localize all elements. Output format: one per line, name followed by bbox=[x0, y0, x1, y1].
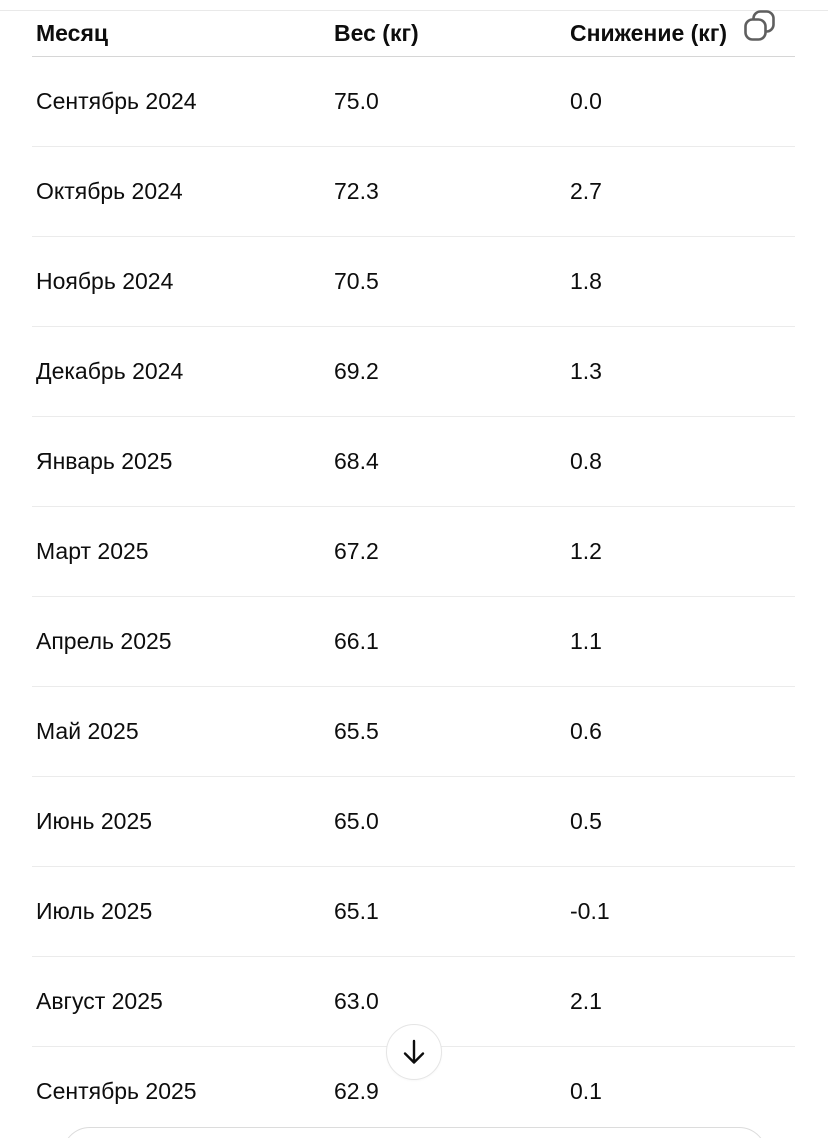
month-cell: Сентябрь 2024 bbox=[36, 87, 197, 114]
column-header-weight: Вес (кг) bbox=[334, 19, 419, 46]
month-cell: Апрель 2025 bbox=[36, 627, 172, 654]
month-cell: Декабрь 2024 bbox=[36, 357, 184, 384]
table-row: Март 2025 67.2 1.2 bbox=[32, 507, 795, 597]
table-header-row: Месяц Вес (кг) Снижение (кг) bbox=[32, 11, 795, 57]
loss-cell: 2.1 bbox=[570, 987, 602, 1014]
table-row: Декабрь 2024 69.2 1.3 bbox=[32, 327, 795, 417]
arrow-down-icon bbox=[397, 1035, 431, 1069]
table-row: Сентябрь 2024 75.0 0.0 bbox=[32, 57, 795, 147]
weight-cell: 65.1 bbox=[334, 897, 379, 924]
loss-cell: 0.1 bbox=[570, 1078, 602, 1105]
month-cell: Ноябрь 2024 bbox=[36, 267, 174, 294]
weight-cell: 75.0 bbox=[334, 87, 379, 114]
month-cell: Июнь 2025 bbox=[36, 807, 153, 834]
weight-cell: 67.2 bbox=[334, 537, 379, 564]
loss-cell: 1.2 bbox=[570, 537, 602, 564]
weight-cell: 69.2 bbox=[334, 357, 379, 384]
scroll-to-bottom-button[interactable] bbox=[386, 1024, 442, 1080]
weight-cell: 63.0 bbox=[334, 987, 379, 1014]
loss-cell: 1.1 bbox=[570, 627, 602, 654]
copy-icon bbox=[740, 6, 780, 46]
chat-composer-input[interactable] bbox=[62, 1127, 767, 1138]
table-row: Октябрь 2024 72.3 2.7 bbox=[32, 147, 795, 237]
loss-cell: 0.0 bbox=[570, 87, 602, 114]
column-header-month: Месяц bbox=[36, 19, 108, 46]
table-row: Сентябрь 2025 62.9 0.1 bbox=[32, 1047, 795, 1137]
month-cell: Сентябрь 2025 bbox=[36, 1078, 197, 1105]
month-cell: Май 2025 bbox=[36, 717, 139, 744]
loss-cell: 2.7 bbox=[570, 177, 602, 204]
column-header-loss: Снижение (кг) bbox=[570, 19, 728, 46]
table-row: Май 2025 65.5 0.6 bbox=[32, 687, 795, 777]
weight-cell: 62.9 bbox=[334, 1078, 379, 1105]
weight-cell: 68.4 bbox=[334, 447, 379, 474]
table-row: Июнь 2025 65.0 0.5 bbox=[32, 777, 795, 867]
loss-cell: 0.6 bbox=[570, 717, 602, 744]
loss-cell: 0.5 bbox=[570, 807, 602, 834]
weight-cell: 72.3 bbox=[334, 177, 379, 204]
weight-cell: 70.5 bbox=[334, 267, 379, 294]
loss-cell: 1.3 bbox=[570, 357, 602, 384]
table-row: Август 2025 63.0 2.1 bbox=[32, 957, 795, 1047]
weight-table: Месяц Вес (кг) Снижение (кг) Сентябрь 20… bbox=[32, 11, 795, 1137]
table-row: Январь 2025 68.4 0.8 bbox=[32, 417, 795, 507]
weight-cell: 65.0 bbox=[334, 807, 379, 834]
month-cell: Март 2025 bbox=[36, 537, 149, 564]
month-cell: Январь 2025 bbox=[36, 447, 173, 474]
copy-table-button[interactable] bbox=[738, 4, 782, 48]
weight-cell: 65.5 bbox=[334, 717, 379, 744]
month-cell: Октябрь 2024 bbox=[36, 177, 183, 204]
loss-cell: 1.8 bbox=[570, 267, 602, 294]
table-row: Ноябрь 2024 70.5 1.8 bbox=[32, 237, 795, 327]
loss-cell: -0.1 bbox=[570, 897, 610, 924]
table-row: Апрель 2025 66.1 1.1 bbox=[32, 597, 795, 687]
table-row: Июль 2025 65.1 -0.1 bbox=[32, 867, 795, 957]
month-cell: Август 2025 bbox=[36, 987, 163, 1014]
month-cell: Июль 2025 bbox=[36, 897, 153, 924]
table-top-border bbox=[0, 10, 828, 11]
loss-cell: 0.8 bbox=[570, 447, 602, 474]
weight-cell: 66.1 bbox=[334, 627, 379, 654]
